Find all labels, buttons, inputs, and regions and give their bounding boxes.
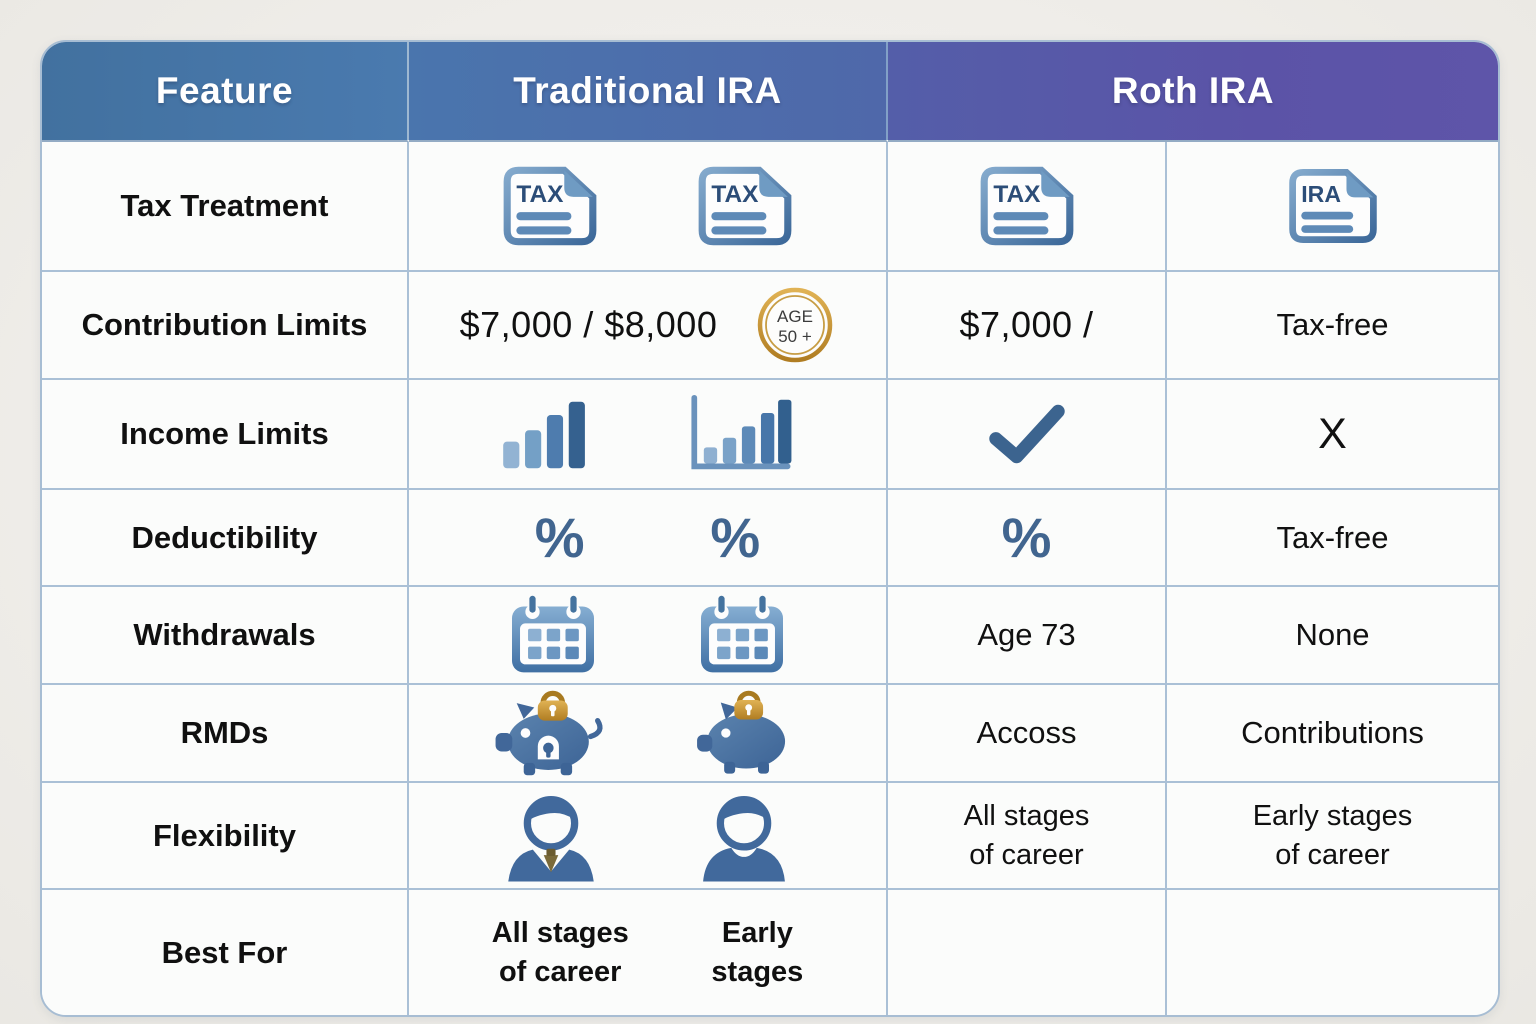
row-best-for-traditional-cell: All stages of career Early stages (409, 890, 888, 1015)
row-deductibility-label-cell: Deductibility (42, 490, 409, 587)
row-best-for-roth-cell-2 (1167, 890, 1498, 1015)
row-income-limits-roth-cell-1 (888, 380, 1167, 490)
tax-doc-text: TAX (711, 181, 759, 208)
row-tax-treatment-roth-cell-2: IRA (1167, 142, 1498, 272)
checkmark-icon (983, 401, 1071, 467)
calendar-icon (507, 594, 599, 676)
best-for-line: Early (721, 917, 793, 950)
person-suit-icon (501, 789, 601, 883)
percent-icon: % (1001, 505, 1052, 569)
header-roth-label: Roth IRA (1111, 70, 1275, 111)
bar-chart-axis-icon (682, 394, 798, 474)
feature-label: Withdrawals (133, 617, 316, 652)
best-for-line: All stages (491, 917, 629, 950)
contribution-amount: $7,000 / (959, 304, 1094, 345)
contribution-amount: $7,000 / $8,000 (459, 304, 718, 345)
row-rmds-traditional-cell (409, 685, 888, 783)
tax-document-icon: TAX (974, 164, 1080, 248)
row-deductibility-roth-cell-2: Tax-free (1167, 490, 1498, 587)
age-50-badge: AGE 50 + (755, 285, 835, 365)
flexibility-roth-line: Early stages (1252, 800, 1413, 833)
row-flexibility-roth-cell-2: Early stages of career (1167, 783, 1498, 890)
feature-label: Tax Treatment (120, 188, 329, 223)
row-tax-treatment-traditional-cell: TAX TAX (409, 142, 888, 272)
percent-icon: % (710, 505, 761, 569)
row-deductibility-roth-cell-1: % (888, 490, 1167, 587)
age-badge-text-bottom: 50 + (779, 327, 813, 346)
best-for-line: of career (498, 955, 622, 988)
header-feature-label: Feature (155, 70, 294, 111)
feature-label: RMDs (180, 715, 269, 750)
tax-free-value: Tax-free (1276, 307, 1389, 342)
age-badge-text-top: AGE (777, 307, 813, 326)
ira-document-icon: IRA (1283, 166, 1383, 246)
percent-icon: % (534, 505, 585, 569)
flexibility-roth-line: of career (1275, 838, 1390, 871)
row-contribution-limits-roth-cell-1: $7,000 / (888, 272, 1167, 380)
row-withdrawals-traditional-cell (409, 587, 888, 685)
row-income-limits-label-cell: Income Limits (42, 380, 409, 490)
tax-document-icon: TAX (692, 164, 798, 248)
calendar-icon (696, 594, 788, 676)
row-tax-treatment-roth-cell-1: TAX (888, 142, 1167, 272)
piggy-bank-lock-icon (493, 689, 609, 777)
tax-free-value: Tax-free (1276, 519, 1389, 555)
feature-label: Best For (161, 934, 288, 970)
feature-label: Flexibility (153, 817, 296, 853)
piggy-bank-lock-icon (692, 690, 802, 776)
row-flexibility-traditional-cell (409, 783, 888, 890)
row-contribution-limits-roth-cell-2: Tax-free (1167, 272, 1498, 380)
header-roth-ira: Roth IRA (888, 42, 1498, 142)
row-rmds-roth-cell-1: Accoss (888, 685, 1167, 783)
row-deductibility-traditional-cell: % % (409, 490, 888, 587)
x-mark: X (1318, 409, 1347, 458)
tax-doc-text: TAX (517, 181, 565, 208)
row-flexibility-label-cell: Flexibility (42, 783, 409, 890)
row-best-for-label-cell: Best For (42, 890, 409, 1015)
contributions-value: Contributions (1241, 715, 1424, 750)
row-income-limits-traditional-cell (409, 380, 888, 490)
feature-label: Contribution Limits (81, 307, 368, 342)
tax-doc-text: TAX (993, 181, 1041, 208)
best-for-line: stages (711, 955, 804, 988)
ira-doc-text: IRA (1301, 181, 1341, 207)
row-income-limits-roth-cell-2: X (1167, 380, 1498, 490)
bar-chart-icon (497, 396, 593, 472)
row-flexibility-roth-cell-1: All stages of career (888, 783, 1167, 890)
row-tax-treatment-label-cell: Tax Treatment (42, 142, 409, 272)
header-feature: Feature (42, 42, 409, 142)
feature-label: Deductibility (131, 519, 318, 555)
feature-label: Income Limits (120, 416, 329, 451)
row-best-for-roth-cell-1 (888, 890, 1167, 1015)
access-value: Accoss (976, 715, 1077, 750)
row-contribution-limits-label-cell: Contribution Limits (42, 272, 409, 380)
header-traditional-label: Traditional IRA (513, 70, 782, 111)
age-73-value: Age 73 (977, 617, 1076, 652)
row-withdrawals-roth-cell-2: None (1167, 587, 1498, 685)
comparison-table: Feature Traditional IRA Roth IRA Tax Tre… (40, 40, 1500, 1017)
person-casual-icon (694, 789, 794, 883)
row-withdrawals-roth-cell-1: Age 73 (888, 587, 1167, 685)
flexibility-roth-line: of career (969, 838, 1084, 871)
flexibility-roth-line: All stages (963, 800, 1090, 833)
row-rmds-label-cell: RMDs (42, 685, 409, 783)
row-contribution-limits-traditional-cell: $7,000 / $8,000 AGE 50 + (409, 272, 888, 380)
header-traditional-ira: Traditional IRA (409, 42, 888, 142)
none-value: None (1295, 617, 1370, 652)
row-withdrawals-label-cell: Withdrawals (42, 587, 409, 685)
tax-document-icon: TAX (497, 164, 603, 248)
row-rmds-roth-cell-2: Contributions (1167, 685, 1498, 783)
